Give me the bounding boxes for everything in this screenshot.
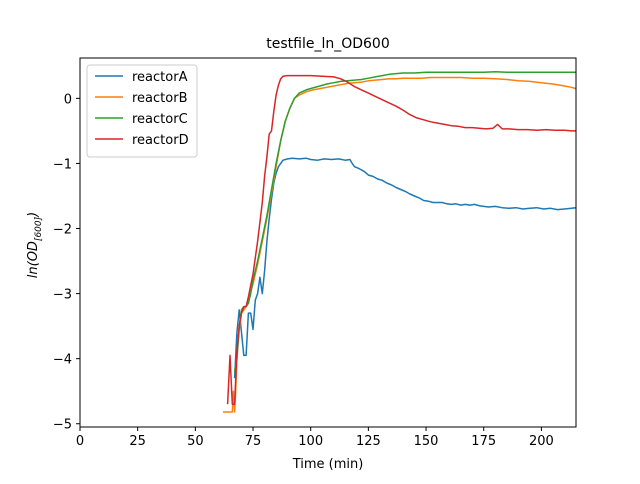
x-axis: 0 25 50 75 100 125 150 175 200 [76, 427, 554, 449]
x-tick-label: 125 [356, 434, 381, 449]
series-line-reactorC [233, 70, 576, 372]
y-tick-label: −1 [53, 157, 72, 172]
legend-label-reactorC: reactorC [132, 112, 188, 127]
axes-frame [79, 57, 577, 428]
series-line-reactorD [226, 74, 576, 405]
legend-label-reactorD: reactorD [132, 133, 189, 148]
legend: reactorA reactorB reactorC reactorD [86, 64, 198, 158]
legend-box [86, 64, 198, 158]
y-axis-label-end: ) [26, 212, 41, 218]
y-axis-label-sub: [600] [34, 216, 44, 241]
y-tick-label: −5 [53, 418, 72, 433]
x-tick-label: 200 [529, 434, 554, 449]
chart-title: testfile_ln_OD600 [266, 36, 390, 52]
x-axis-label: Time (min) [292, 457, 364, 472]
x-tick-label: 50 [187, 434, 204, 449]
y-axis-label: ln(OD[600]) [26, 212, 44, 278]
y-tick-label: −4 [53, 353, 72, 368]
x-tick-label: 0 [76, 434, 84, 449]
x-tick-label: 75 [245, 434, 262, 449]
x-tick-label: 100 [298, 434, 323, 449]
legend-label-reactorB: reactorB [132, 91, 188, 106]
x-tick-label: 175 [471, 434, 496, 449]
x-tick-label: 25 [129, 434, 146, 449]
y-axis: −5 −4 −3 −2 −1 0 [53, 92, 80, 433]
series-layer [223, 70, 577, 413]
x-tick-label: 150 [414, 434, 439, 449]
y-tick-label: −2 [53, 223, 72, 238]
y-axis-label-main: ln(OD [26, 241, 41, 278]
y-tick-label: −3 [53, 288, 72, 303]
y-tick-label: 0 [64, 92, 72, 107]
legend-label-reactorA: reactorA [132, 70, 188, 85]
series-line-reactorA [233, 157, 577, 379]
